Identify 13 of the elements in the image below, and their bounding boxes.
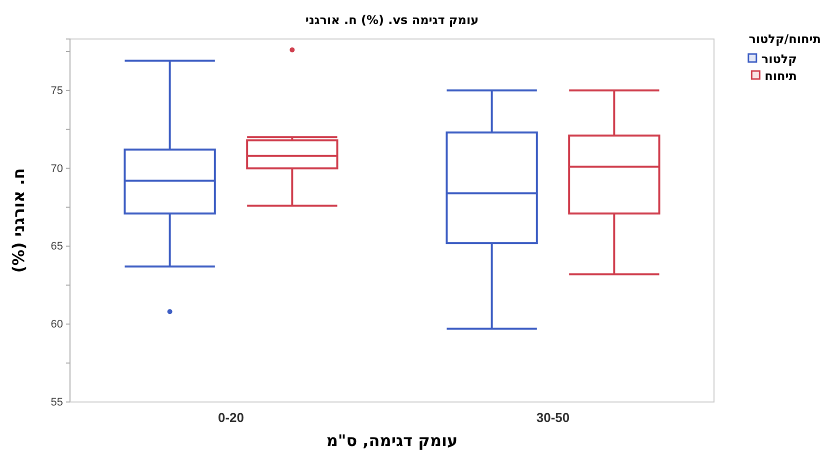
y-tick-label: 60: [50, 318, 63, 331]
x-tick-label: 0-20: [218, 410, 244, 425]
y-tick-label: 55: [50, 396, 63, 409]
x-tick-label: 30-50: [536, 410, 570, 425]
y-tick-label: 65: [50, 240, 63, 253]
legend-label: תיחוח: [764, 69, 797, 83]
y-axis-title: ח. אורגני (%): [9, 168, 28, 273]
y-tick-label: 75: [50, 84, 63, 97]
legend-label: קלטור: [761, 52, 797, 66]
chart-title: עומק דגימה vs. (%) ח. אורגני: [305, 13, 479, 27]
y-tick-label: 70: [50, 162, 63, 175]
x-axis-title: עומק דגימה, ס"מ: [326, 431, 458, 450]
legend-title: תיחוח/קלטור: [748, 32, 821, 46]
